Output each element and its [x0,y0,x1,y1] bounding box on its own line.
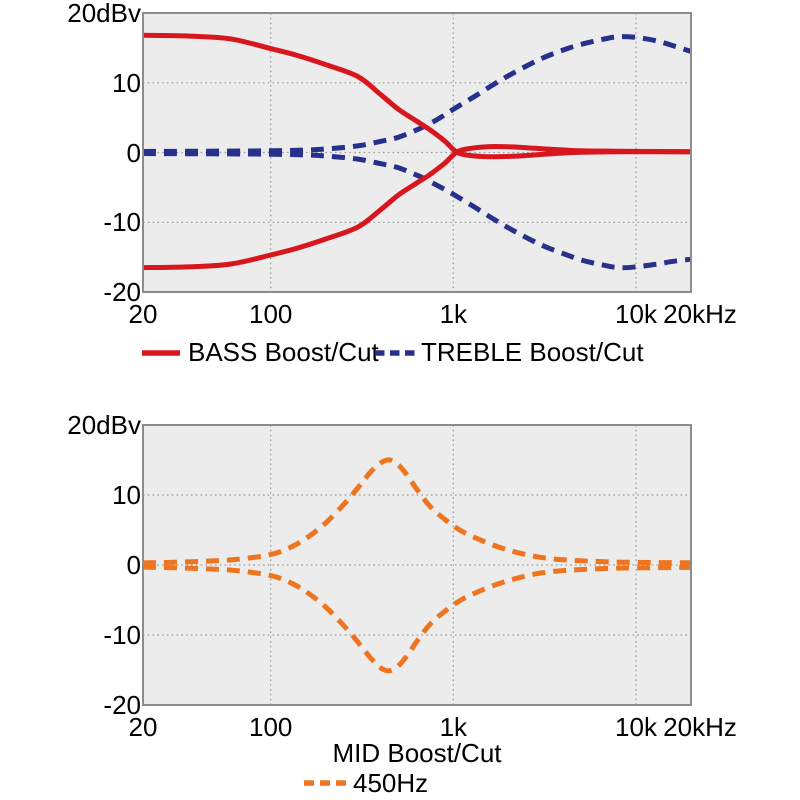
x-tick-label-20kHz: 20kHz [663,712,737,742]
y-tick-label--20: -20 [103,690,141,720]
y-tick-label-20dBv: 20dBv [67,0,141,28]
y-tick-label--20: -20 [103,277,141,307]
y-tick-label-20dBv: 20dBv [67,410,141,440]
bass-legend-line-sample [142,350,180,356]
treble-legend-line-sample [375,350,417,356]
curve-bass-cut [142,144,692,271]
curve-treble-cut [142,151,692,271]
mid-legend-line-sample [304,780,348,786]
mid-legend-label: 450Hz [353,768,429,798]
x-tick-label-10k: 10k [615,712,657,742]
curve-mid-boost [142,457,692,566]
plot-area [143,425,691,705]
x-tick-label-20: 20 [128,299,158,329]
x-tick-label-100: 100 [248,299,293,329]
curve-treble-boost [142,34,692,154]
curve-bass-boost [142,32,691,160]
treble-legend-label: TREBLE Boost/Cut [421,337,644,367]
mid-chart-xlabel: MID Boost/Cut [332,738,502,768]
bass-legend-label: BASS Boost/Cut [188,337,379,367]
y-tick-label--10: -10 [103,620,141,650]
y-tick-label-10: 10 [112,480,141,510]
y-tick-label-0: 0 [126,137,141,168]
x-tick-label-1k: 1k [439,712,468,742]
y-tick-label-10: 10 [112,67,141,98]
x-tick-label-20kHz: 20kHz [663,299,737,329]
plot-border [142,424,692,706]
x-tick-label-100: 100 [248,712,293,742]
plot-border [142,12,692,293]
plot-area [143,13,691,292]
x-tick-label-20: 20 [128,712,158,742]
y-tick-label--10: -10 [103,207,141,238]
x-tick-label-1k: 1k [439,299,468,329]
y-tick-label-0: 0 [126,550,141,580]
x-tick-label-10k: 10k [615,299,657,329]
curve-mid-cut [142,564,692,674]
